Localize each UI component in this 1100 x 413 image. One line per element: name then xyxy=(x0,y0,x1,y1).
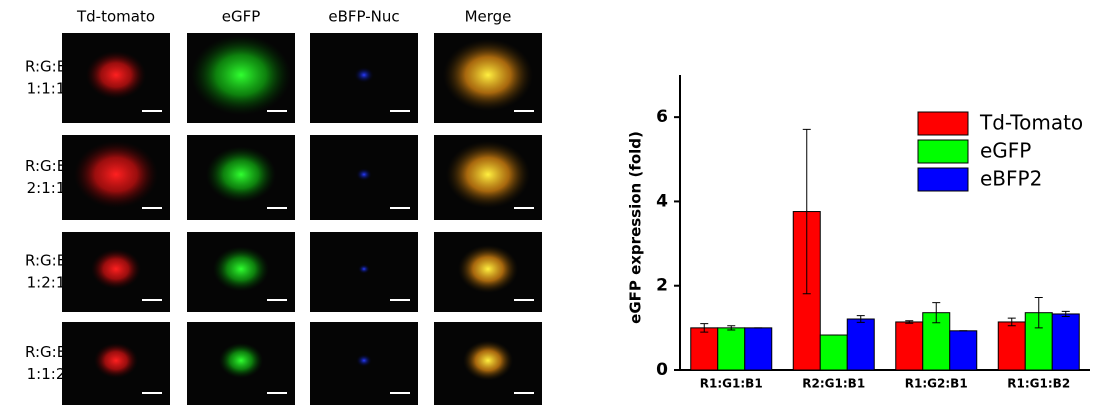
cell-signal xyxy=(358,264,370,274)
row-label: 2:1:1 xyxy=(27,179,66,197)
legend-swatch xyxy=(917,167,969,192)
bar xyxy=(1024,312,1053,371)
x-tick-label: R2:G1:B1 xyxy=(802,377,865,391)
bar xyxy=(690,327,719,371)
error-bar xyxy=(700,323,709,333)
row-label: R:G:B xyxy=(25,252,67,270)
error-bar xyxy=(1034,297,1043,329)
error-bar xyxy=(1061,310,1070,317)
error-bar xyxy=(802,128,811,295)
cell-signal xyxy=(206,146,276,203)
column-label: Merge xyxy=(465,8,512,26)
cell-signal xyxy=(94,342,138,379)
cell-signal xyxy=(86,51,146,99)
legend-swatch xyxy=(917,139,969,164)
bar xyxy=(949,330,978,371)
row-label: R:G:B xyxy=(25,343,67,361)
column-label: eGFP xyxy=(222,8,261,26)
cell-signal xyxy=(443,39,533,111)
error-bar xyxy=(727,325,736,331)
x-tick-label: R1:G2:B1 xyxy=(905,377,968,391)
bar xyxy=(1051,313,1080,371)
cell-signal xyxy=(213,246,269,292)
cell-signal xyxy=(446,140,530,209)
row-label: R:G:B xyxy=(25,157,67,175)
row-label: 1:1:2 xyxy=(27,365,66,383)
y-tick-label: 0 xyxy=(656,360,668,380)
error-bar xyxy=(856,315,865,323)
bar xyxy=(997,321,1026,371)
cell-signal xyxy=(458,245,518,293)
cell-signal xyxy=(91,249,141,289)
y-tick-label: 6 xyxy=(656,107,668,127)
y-tick-label: 2 xyxy=(656,276,668,296)
x-tick-label: R1:G1:B1 xyxy=(700,377,763,391)
row-label: 1:1:1 xyxy=(27,80,66,98)
cell-signal xyxy=(356,354,372,367)
bar xyxy=(895,321,924,371)
y-tick-label: 4 xyxy=(656,191,668,211)
legend-swatch xyxy=(917,111,969,136)
bar xyxy=(819,334,848,371)
cell-signal xyxy=(354,67,374,83)
cell-signal xyxy=(74,140,158,209)
error-bar xyxy=(932,302,941,324)
error-bar xyxy=(905,320,914,324)
bar xyxy=(744,327,773,371)
column-label: Td-tomato xyxy=(76,8,155,26)
bar xyxy=(717,327,746,371)
column-label: eBFP-Nuc xyxy=(328,8,399,26)
y-axis-label: eGFP expression (fold) xyxy=(627,131,645,324)
row-label: R:G:B xyxy=(25,58,67,76)
error-bar xyxy=(1007,317,1016,327)
legend-label: eBFP2 xyxy=(980,167,1042,191)
legend-label: eGFP xyxy=(980,139,1031,163)
cell-signal xyxy=(219,342,263,379)
legend-label: Td-Tomato xyxy=(979,111,1083,135)
bar xyxy=(846,318,875,371)
cell-signal xyxy=(356,168,372,181)
row-label: 1:2:1 xyxy=(27,274,66,292)
cell-signal xyxy=(191,35,291,115)
cell-signal xyxy=(463,340,513,381)
x-tick-label: R1:G1:B2 xyxy=(1007,377,1070,391)
